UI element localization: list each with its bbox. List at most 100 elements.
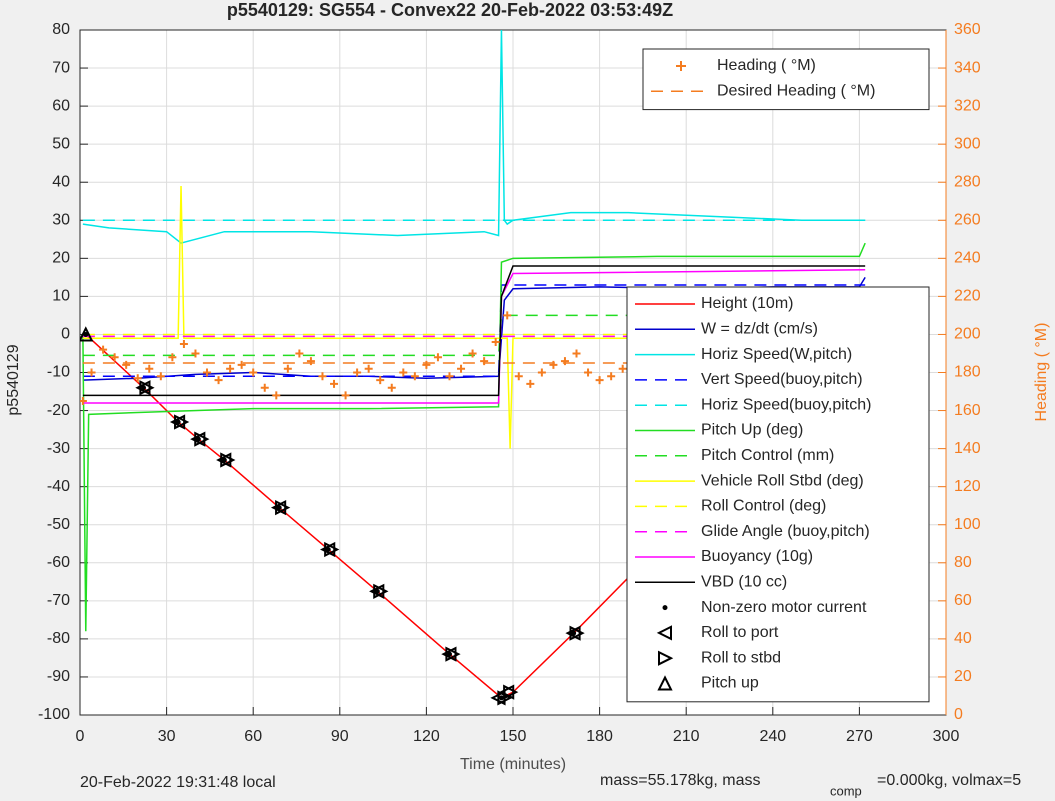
marker xyxy=(214,376,223,385)
marker xyxy=(569,625,585,641)
x-tick-label: 180 xyxy=(586,728,613,745)
marker xyxy=(168,353,177,362)
marker xyxy=(373,583,389,599)
footer-text: =0.000kg, volmax=5 xyxy=(877,772,1021,789)
marker xyxy=(249,368,258,377)
footer-text: mass=55.178kg, mass xyxy=(600,772,761,789)
series-line xyxy=(82,265,866,397)
y2-tick-label: 280 xyxy=(954,173,981,190)
marker xyxy=(175,419,181,425)
y2-tick-label: 340 xyxy=(954,59,981,76)
y-tick-label: 70 xyxy=(52,59,70,76)
marker xyxy=(283,364,292,373)
x-tick-label: 120 xyxy=(413,728,440,745)
x-tick-label: 0 xyxy=(76,728,85,745)
marker xyxy=(387,383,396,392)
marker xyxy=(179,339,188,348)
series-line xyxy=(82,186,866,449)
marker xyxy=(446,651,452,657)
marker xyxy=(560,357,569,366)
marker xyxy=(503,311,512,320)
y2-tick-label: 40 xyxy=(954,630,972,647)
series-line xyxy=(82,242,866,632)
legend-label: Vert Speed(buoy,pitch) xyxy=(701,371,863,388)
x-tick-label: 30 xyxy=(158,728,176,745)
y2-tick-label: 80 xyxy=(954,554,972,571)
marker xyxy=(191,349,200,358)
y-tick-label: -40 xyxy=(47,478,70,495)
legend-box xyxy=(626,286,930,703)
marker xyxy=(220,452,236,468)
legend-label: Desired Heading ( °M) xyxy=(717,83,875,100)
x-tick-label: 240 xyxy=(759,728,786,745)
legend-label: Pitch up xyxy=(701,675,759,692)
marker xyxy=(364,364,373,373)
marker xyxy=(260,383,269,392)
marker xyxy=(306,357,315,366)
legend-label: Glide Angle (buoy,pitch) xyxy=(701,523,870,540)
y-tick-label: 10 xyxy=(52,288,70,305)
y2-axis-label: Heading ( °M) xyxy=(1033,323,1050,422)
y-tick-label: 20 xyxy=(52,250,70,267)
y2-tick-label: 100 xyxy=(954,516,981,533)
y2-tick-label: 0 xyxy=(954,706,963,723)
marker xyxy=(526,379,535,388)
marker xyxy=(410,372,419,381)
y-tick-label: -20 xyxy=(47,402,70,419)
y-tick-label: 40 xyxy=(52,173,70,190)
marker xyxy=(221,457,227,463)
x-tick-label: 300 xyxy=(933,728,960,745)
marker xyxy=(169,414,186,430)
marker xyxy=(445,646,461,662)
y2-tick-label: 200 xyxy=(954,326,981,343)
legend-label: Horiz Speed(W,pitch) xyxy=(701,346,852,363)
marker xyxy=(445,372,454,381)
y-tick-label: -70 xyxy=(47,592,70,609)
y2-tick-label: 120 xyxy=(954,478,981,495)
marker xyxy=(83,332,89,337)
marker xyxy=(549,360,558,369)
marker xyxy=(480,357,489,366)
y-tick-label: -90 xyxy=(47,668,70,685)
marker xyxy=(341,391,350,400)
y-tick-label: 80 xyxy=(52,21,70,38)
y-tick-label: -100 xyxy=(38,706,70,723)
marker xyxy=(195,436,201,442)
legend-box xyxy=(642,48,930,111)
marker xyxy=(399,368,408,377)
marker xyxy=(87,368,96,377)
y-tick-label: -50 xyxy=(47,516,70,533)
legend-label: Buoyancy (10g) xyxy=(701,548,813,565)
y-tick-label: 60 xyxy=(52,97,70,114)
footer-text: comp xyxy=(830,783,862,798)
y2-tick-label: 300 xyxy=(954,135,981,152)
marker xyxy=(662,605,668,611)
legend-label: Vehicle Roll Stbd (deg) xyxy=(701,472,864,489)
marker xyxy=(145,364,154,373)
x-tick-label: 90 xyxy=(331,728,349,745)
footer-text: 20-Feb-2022 19:31:48 local xyxy=(80,774,276,791)
marker xyxy=(572,349,581,358)
legend-label: Non-zero motor current xyxy=(701,599,867,616)
marker xyxy=(325,547,331,552)
marker xyxy=(122,360,131,369)
x-tick-label: 60 xyxy=(244,728,262,745)
marker xyxy=(276,505,282,511)
marker xyxy=(194,431,210,447)
legend-label: Height (10m) xyxy=(701,295,793,312)
marker xyxy=(607,372,616,381)
legend-label: W = dz/dt (cm/s) xyxy=(701,321,818,338)
marker xyxy=(468,349,477,358)
series-line xyxy=(82,314,866,357)
marker xyxy=(433,353,442,362)
series-line xyxy=(82,30,866,244)
marker xyxy=(657,675,673,691)
x-tick-label: 270 xyxy=(846,728,873,745)
y2-tick-label: 160 xyxy=(954,402,981,419)
legend-label: Heading ( °M) xyxy=(717,57,816,74)
marker xyxy=(457,364,466,373)
marker xyxy=(110,353,119,362)
marker xyxy=(320,541,336,558)
marker xyxy=(99,345,108,354)
y-tick-label: -60 xyxy=(47,554,70,571)
